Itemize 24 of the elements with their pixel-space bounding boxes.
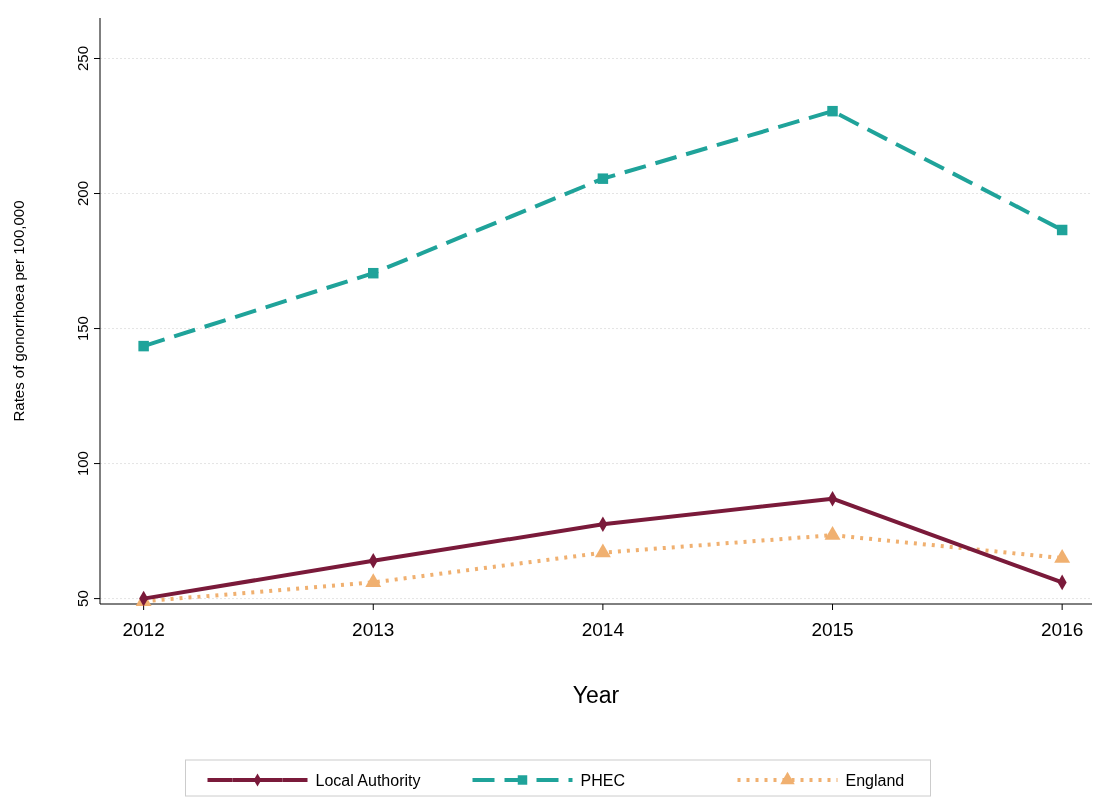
x-tick-label: 2012 bbox=[122, 619, 165, 640]
y-tick-label: 250 bbox=[74, 45, 91, 72]
point bbox=[824, 525, 841, 540]
y-tick-label: 200 bbox=[74, 181, 91, 207]
y-axis-title: Rates of gonorrhoea per 100,000 bbox=[10, 200, 27, 422]
legend-label: Local Authority bbox=[315, 772, 421, 789]
point bbox=[1054, 548, 1071, 563]
point bbox=[597, 173, 609, 184]
point bbox=[365, 573, 382, 587]
y-tick-label: 150 bbox=[74, 316, 91, 342]
legend-label: England bbox=[845, 772, 905, 789]
point bbox=[138, 340, 149, 352]
point bbox=[594, 543, 611, 558]
legend-label: PHEC bbox=[580, 772, 625, 789]
point bbox=[827, 105, 838, 117]
x-tick-label: 2013 bbox=[352, 619, 395, 640]
x-tick-label: 2015 bbox=[811, 619, 854, 640]
y-tick-label: 100 bbox=[74, 451, 91, 477]
x-tick-label: 2016 bbox=[1041, 619, 1084, 640]
point bbox=[368, 267, 379, 279]
x-tick-label: 2014 bbox=[581, 619, 625, 640]
y-tick-label: 50 bbox=[74, 590, 91, 607]
point bbox=[1056, 224, 1068, 236]
x-axis-title: Year bbox=[572, 682, 620, 708]
